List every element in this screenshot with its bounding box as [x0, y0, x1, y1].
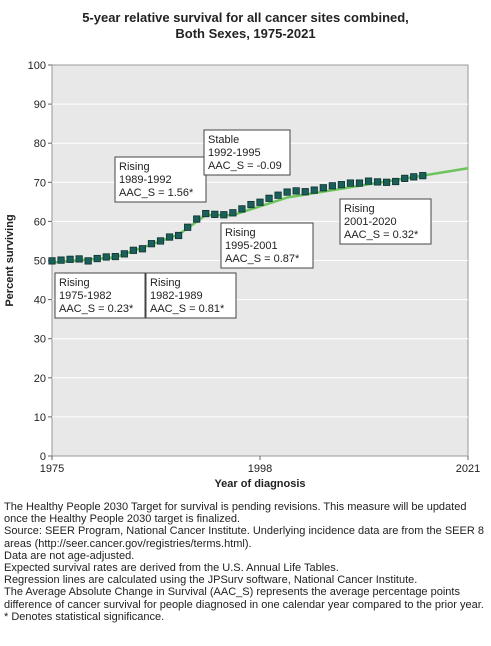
observed-point-2015: [410, 173, 418, 181]
observed-point-2005: [319, 184, 327, 192]
observed-point-2002: [292, 187, 300, 195]
annotation-box-3: [114, 156, 207, 203]
observed-point-1988: [165, 233, 174, 241]
observed-point-1989: [175, 231, 183, 240]
observed-point-1993: [211, 210, 219, 218]
observed-point-2011: [373, 178, 382, 186]
chart-title-line-1: 5-year relative survival for all cancer …: [82, 10, 409, 25]
x-tick-label-1975: 1975: [40, 463, 64, 475]
y-tick-label-90: 90: [34, 99, 46, 111]
observed-point-1980: [93, 254, 101, 263]
observed-point-1984: [129, 246, 137, 254]
annotation-3-line-3: AAC_S = 1.56*: [119, 187, 194, 199]
observed-point-1999: [265, 194, 273, 202]
observed-point-1990: [184, 223, 192, 231]
observed-point-2014: [401, 174, 409, 182]
observed-point-2003: [301, 188, 309, 196]
y-axis-label: Percent surviving: [4, 214, 16, 306]
observed-point-2016: [419, 172, 427, 180]
observed-point-1985: [138, 245, 147, 253]
footnote-aac-definition: The Average Absolute Change in Survival …: [4, 586, 484, 611]
observed-point-2009: [355, 179, 364, 187]
observed-point-1995: [229, 209, 237, 217]
y-tick-label-0: 0: [40, 451, 46, 463]
observed-point-2007: [337, 181, 345, 189]
observed-point-2000: [274, 191, 282, 199]
observed-point-1998: [256, 198, 264, 206]
annotation-6-line-3: AAC_S = 0.32*: [344, 229, 419, 241]
observed-point-1978: [75, 255, 83, 263]
footnote-hp2030: The Healthy People 2030 Target for survi…: [4, 501, 467, 526]
footnote-age-adjusted: Data are not age-adjusted.: [4, 549, 135, 562]
footnotes: The Healthy People 2030 Target for survi…: [4, 501, 488, 623]
annotation-6-line-1: Rising: [344, 203, 375, 215]
observed-point-1983: [120, 250, 128, 258]
annotation-4-line-1: Stable: [208, 134, 239, 146]
annotation-1-line-3: AAC_S = 0.23*: [59, 303, 134, 315]
annotation-5-line-2: 1995-2001: [225, 240, 278, 252]
annotation-5-line-1: Rising: [225, 227, 256, 239]
annotation-1-line-2: 1975-1982: [59, 290, 112, 302]
observed-point-1982: [111, 252, 119, 261]
annotation-box-6: [339, 198, 432, 245]
observed-point-2012: [383, 178, 391, 186]
y-tick-label-10: 10: [34, 412, 46, 424]
observed-point-1992: [202, 209, 210, 218]
observed-point-2004: [310, 186, 318, 194]
observed-point-1986: [147, 240, 156, 248]
x-axis-label: Year of diagnosis: [214, 478, 305, 490]
chart-title-line-2: Both Sexes, 1975-2021: [175, 26, 316, 41]
annotation-6-line-2: 2001-2020: [344, 216, 397, 228]
footnote-source: Source: SEER Program, National Cancer In…: [4, 525, 484, 550]
annotation-3-line-1: Rising: [119, 161, 150, 173]
survival-chart: 0 10 20 30 40 50 60 70 80 90 100 1975 1998 2021 Year o…: [4, 60, 480, 490]
y-tick-label-20: 20: [34, 373, 46, 385]
observed-point-1994: [220, 211, 228, 219]
footnote-jpsurv: Regression lines are calculated using th…: [4, 574, 418, 587]
x-tick-label-1998: 1998: [248, 463, 272, 475]
y-tick-label-100: 100: [28, 60, 46, 72]
observed-point-1981: [102, 253, 110, 261]
observed-point-1987: [156, 237, 165, 245]
annotation-3-line-2: 1989-1992: [119, 174, 172, 186]
observed-point-2010: [364, 177, 373, 185]
observed-point-2006: [328, 182, 336, 190]
observed-point-2008: [346, 179, 355, 187]
annotation-4-line-3: AAC_S = -0.09: [208, 160, 282, 172]
observed-point-1997: [247, 200, 255, 209]
annotation-4-line-2: 1992-1995: [208, 147, 261, 159]
footnote-significance: * Denotes statistical significance.: [4, 610, 165, 623]
observed-point-1991: [193, 215, 201, 223]
y-tick-label-70: 70: [34, 177, 46, 189]
annotation-2-line-2: 1982-1989: [150, 290, 203, 302]
observed-point-1977: [66, 255, 74, 263]
observed-point-1996: [238, 205, 246, 213]
y-tick-label-30: 30: [34, 334, 46, 346]
observed-point-2013: [392, 177, 400, 186]
annotation-box-2: [145, 272, 237, 319]
observed-point-1979: [84, 257, 92, 265]
annotation-5-line-3: AAC_S = 0.87*: [225, 253, 300, 265]
annotation-2-line-1: Rising: [150, 277, 181, 289]
annotation-2-line-3: AAC_S = 0.81*: [150, 303, 225, 315]
observed-point-1975: [48, 257, 56, 265]
annotation-1-line-1: Rising: [59, 277, 90, 289]
observed-point-2001: [283, 188, 291, 196]
annotation-box-1: [54, 272, 146, 319]
chart-title: 5-year relative survival for all cancer …: [0, 10, 491, 42]
x-tick-label-2021: 2021: [456, 463, 480, 475]
annotation-box-4: [203, 129, 291, 176]
y-tick-label-50: 50: [34, 256, 46, 268]
y-tick-label-60: 60: [34, 216, 46, 228]
footnote-life-tables: Expected survival rates are derived from…: [4, 562, 339, 575]
y-tick-label-80: 80: [34, 138, 46, 150]
annotation-box-5: [220, 222, 314, 269]
y-tick-label-40: 40: [34, 295, 46, 307]
observed-point-1976: [57, 256, 65, 264]
